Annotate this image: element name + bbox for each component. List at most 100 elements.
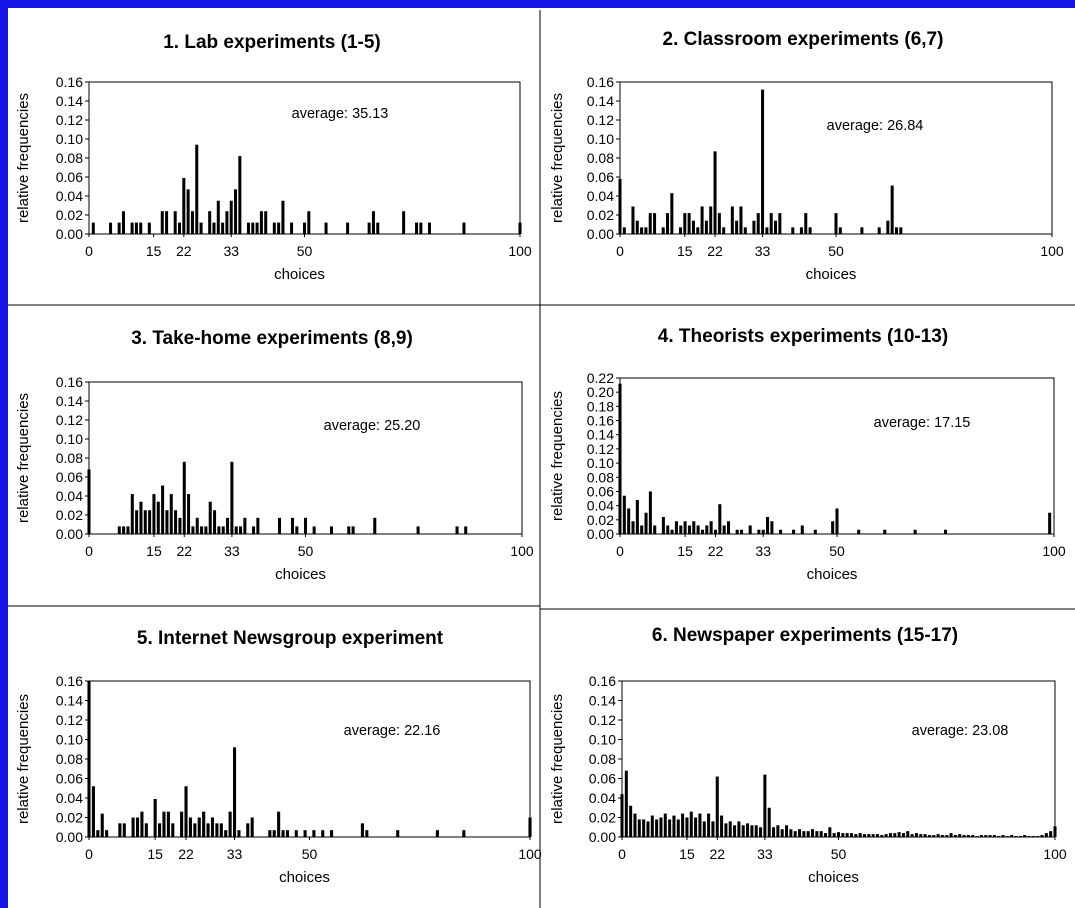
y-axis-label: relative frequencies bbox=[549, 694, 566, 824]
y-tick-label: 0.04 bbox=[587, 188, 614, 204]
bar bbox=[834, 213, 838, 234]
bar bbox=[376, 222, 380, 234]
bar bbox=[804, 213, 808, 234]
y-tick-label: 0.14 bbox=[56, 693, 83, 709]
bar bbox=[767, 807, 771, 837]
bar bbox=[648, 491, 652, 534]
bar bbox=[277, 811, 281, 837]
bar bbox=[528, 817, 532, 837]
bar bbox=[655, 819, 659, 837]
chart-title: 2. Classroom experiments (6,7) bbox=[663, 29, 944, 50]
y-tick-label: 0.00 bbox=[589, 829, 616, 845]
x-tick-label: 15 bbox=[147, 846, 163, 862]
bar bbox=[808, 227, 812, 234]
bar bbox=[140, 811, 144, 837]
bar bbox=[360, 823, 364, 837]
bar bbox=[178, 517, 182, 534]
bar bbox=[91, 786, 95, 837]
bar bbox=[180, 811, 184, 837]
bar bbox=[779, 529, 783, 534]
bar bbox=[806, 831, 810, 837]
bar bbox=[187, 494, 191, 534]
bar bbox=[683, 521, 687, 534]
bar bbox=[659, 817, 663, 837]
frame-left-border bbox=[0, 0, 8, 908]
bar bbox=[208, 211, 212, 234]
y-tick-label: 0.04 bbox=[56, 188, 83, 204]
y-tick-label: 0.08 bbox=[589, 751, 616, 767]
bar bbox=[648, 213, 652, 234]
bar bbox=[819, 831, 823, 837]
y-tick-label: 0.08 bbox=[587, 150, 614, 166]
bar bbox=[646, 821, 650, 837]
bar bbox=[849, 833, 853, 837]
bar bbox=[694, 817, 698, 837]
bar bbox=[886, 220, 890, 234]
x-axis-label: choices bbox=[806, 266, 857, 283]
y-tick-label: 0.06 bbox=[56, 469, 83, 485]
y-tick-label: 0.00 bbox=[587, 226, 614, 242]
bar bbox=[246, 823, 250, 837]
bar bbox=[862, 834, 866, 837]
bar bbox=[161, 485, 165, 534]
bar bbox=[910, 834, 914, 837]
bar bbox=[687, 525, 691, 534]
bar bbox=[681, 813, 685, 837]
bar bbox=[620, 794, 624, 837]
bar bbox=[700, 206, 704, 234]
bar bbox=[766, 516, 770, 534]
bar bbox=[733, 825, 737, 837]
y-tick-label: 0.02 bbox=[56, 810, 83, 826]
bar bbox=[174, 510, 178, 534]
x-axis-label: choices bbox=[279, 869, 330, 886]
bar bbox=[143, 510, 147, 534]
x-axis-label: choices bbox=[808, 869, 859, 886]
bar bbox=[763, 774, 767, 837]
bar bbox=[1049, 831, 1053, 837]
bar bbox=[624, 770, 628, 837]
y-tick-label: 0.06 bbox=[589, 771, 616, 787]
x-tick-label: 50 bbox=[828, 243, 844, 259]
x-tick-label: 33 bbox=[755, 243, 771, 259]
bar bbox=[713, 529, 717, 534]
bar bbox=[188, 817, 192, 837]
bar bbox=[221, 526, 225, 534]
y-axis-label: relative frequencies bbox=[549, 93, 566, 223]
bar bbox=[277, 222, 281, 234]
bar bbox=[186, 189, 190, 234]
bar bbox=[225, 211, 229, 234]
plot-frame bbox=[88, 81, 521, 235]
bar bbox=[130, 494, 134, 534]
x-tick-label: 33 bbox=[223, 243, 239, 259]
bar bbox=[158, 823, 162, 837]
bar bbox=[722, 525, 726, 534]
y-tick-label: 0.02 bbox=[587, 207, 614, 223]
x-tick-label: 33 bbox=[755, 543, 771, 559]
bar bbox=[823, 833, 828, 837]
y-tick-label: 0.00 bbox=[587, 526, 614, 542]
x-tick-label: 22 bbox=[178, 846, 194, 862]
bar bbox=[462, 222, 466, 234]
y-tick-label: 0.20 bbox=[587, 384, 614, 400]
bar bbox=[971, 835, 975, 837]
y-tick-label: 0.16 bbox=[587, 413, 614, 429]
bar bbox=[811, 829, 815, 837]
bar bbox=[802, 831, 806, 837]
bar bbox=[91, 222, 95, 234]
bar bbox=[679, 525, 683, 534]
bar bbox=[121, 211, 125, 234]
y-tick-label: 0.02 bbox=[56, 207, 83, 223]
bar bbox=[295, 526, 299, 534]
bar bbox=[730, 206, 734, 234]
bar bbox=[216, 200, 220, 234]
y-tick-label: 0.10 bbox=[587, 131, 614, 147]
bar bbox=[122, 526, 126, 534]
bar bbox=[743, 227, 747, 234]
bar bbox=[464, 526, 468, 534]
y-tick-label: 0.00 bbox=[56, 829, 83, 845]
bar bbox=[224, 830, 228, 837]
average-label: average: 35.13 bbox=[292, 106, 389, 122]
average-label: average: 23.08 bbox=[912, 723, 1009, 739]
bar bbox=[148, 510, 152, 534]
bar bbox=[229, 200, 233, 234]
